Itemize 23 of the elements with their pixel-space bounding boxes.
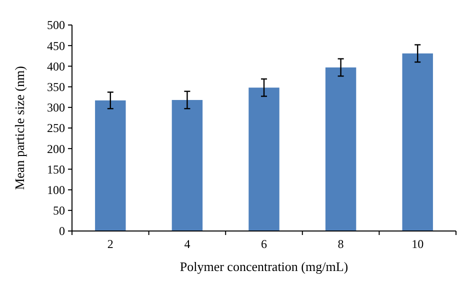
y-tick-label: 350 [47,80,65,94]
bar [402,53,433,231]
y-tick-label: 300 [47,100,65,115]
bar [95,100,126,231]
y-tick-label: 50 [53,204,65,218]
x-axis-title: Polymer concentration (mg/mL) [180,259,348,274]
bar [172,100,203,231]
y-tick-label: 100 [47,183,65,197]
x-tick-label: 2 [107,237,114,251]
y-tick-label: 250 [47,121,65,136]
y-tick-label: 150 [47,162,65,176]
x-tick-label: 10 [412,237,424,251]
x-tick-label: 8 [338,237,344,251]
y-tick-label: 0 [59,224,65,238]
y-tick-label: 500 [47,18,65,32]
y-tick-label: 200 [47,142,65,156]
x-tick-label: 4 [184,237,190,251]
y-tick-label: 400 [47,59,65,74]
y-tick-label: 450 [47,38,65,53]
bar [325,67,356,231]
x-tick-label: 6 [261,237,267,251]
bar [248,88,280,231]
y-axis-title: Mean particle size (nm) [12,66,27,190]
